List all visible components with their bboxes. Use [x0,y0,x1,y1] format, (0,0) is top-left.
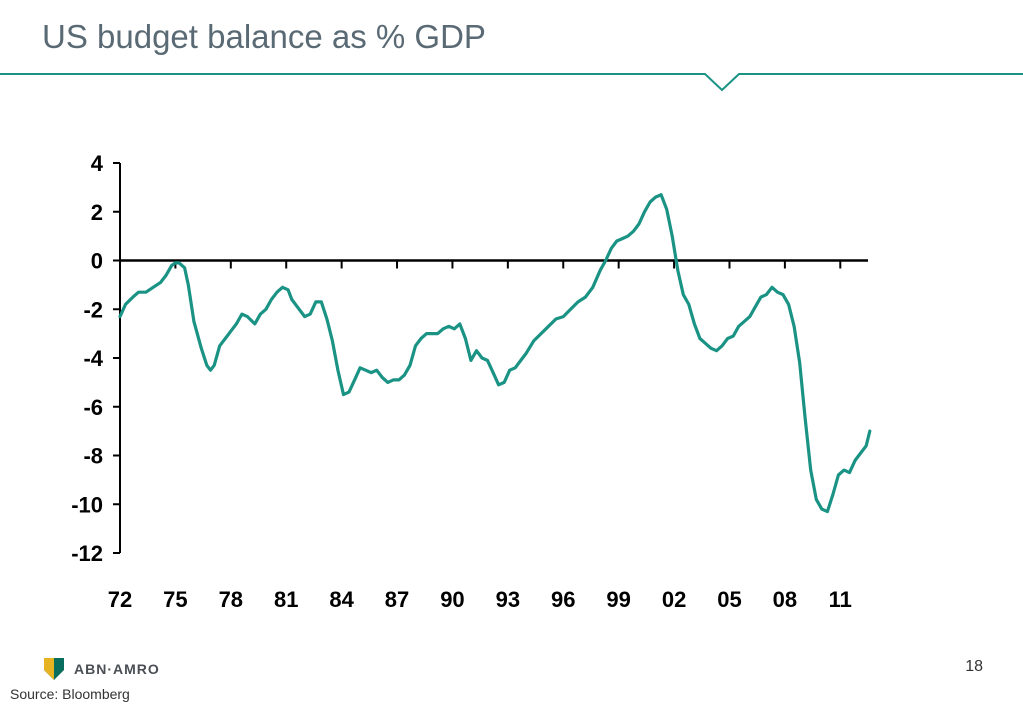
x-tick-label: 05 [717,587,741,612]
y-tick-label: 2 [91,200,103,225]
y-tick-label: 0 [91,249,103,274]
x-tick-label: 78 [219,587,243,612]
y-tick-label: -4 [83,346,103,371]
page-number: 18 [965,658,983,675]
x-tick-label: 99 [606,587,630,612]
x-tick-label: 90 [440,587,464,612]
shield-logo-icon [44,658,64,680]
x-tick-label: 02 [662,587,686,612]
x-tick-label: 75 [163,587,187,612]
x-tick-label: 96 [551,587,575,612]
x-tick-label: 11 [829,587,852,612]
source-note: Source: Bloomberg [10,686,130,702]
x-tick-label: 81 [274,587,298,612]
budget-balance-line [118,193,872,514]
y-tick-label: 4 [91,151,104,176]
x-tick-label: 93 [496,587,520,612]
abn-amro-logo: ABN·AMRO [42,656,160,682]
x-tick-label: 84 [329,587,354,612]
header-divider [0,73,1023,92]
y-tick-label: -2 [83,297,103,322]
x-axis [119,259,868,269]
x-tick-label: 08 [773,587,797,612]
y-axis: 4 2 0 -2 -4 -6 -8 -10 -12 [71,151,121,566]
y-tick-label: -10 [71,492,103,517]
y-tick-label: -6 [83,395,103,420]
y-tick-label: -12 [71,541,103,566]
logo-text: ABN·AMRO [74,661,160,677]
x-tick-label: 72 [108,587,132,612]
x-tick-label: 87 [385,587,409,612]
budget-balance-chart: 4 2 0 -2 -4 -6 -8 -10 -12 72 75 78 81 84 87 90 93 96 99 02… [71,151,872,612]
y-tick-label: -8 [83,444,103,469]
x-tick-labels: 72 75 78 81 84 87 90 93 96 99 02 05 08 11 [108,587,852,612]
page-title: US budget balance as % GDP [42,18,486,55]
